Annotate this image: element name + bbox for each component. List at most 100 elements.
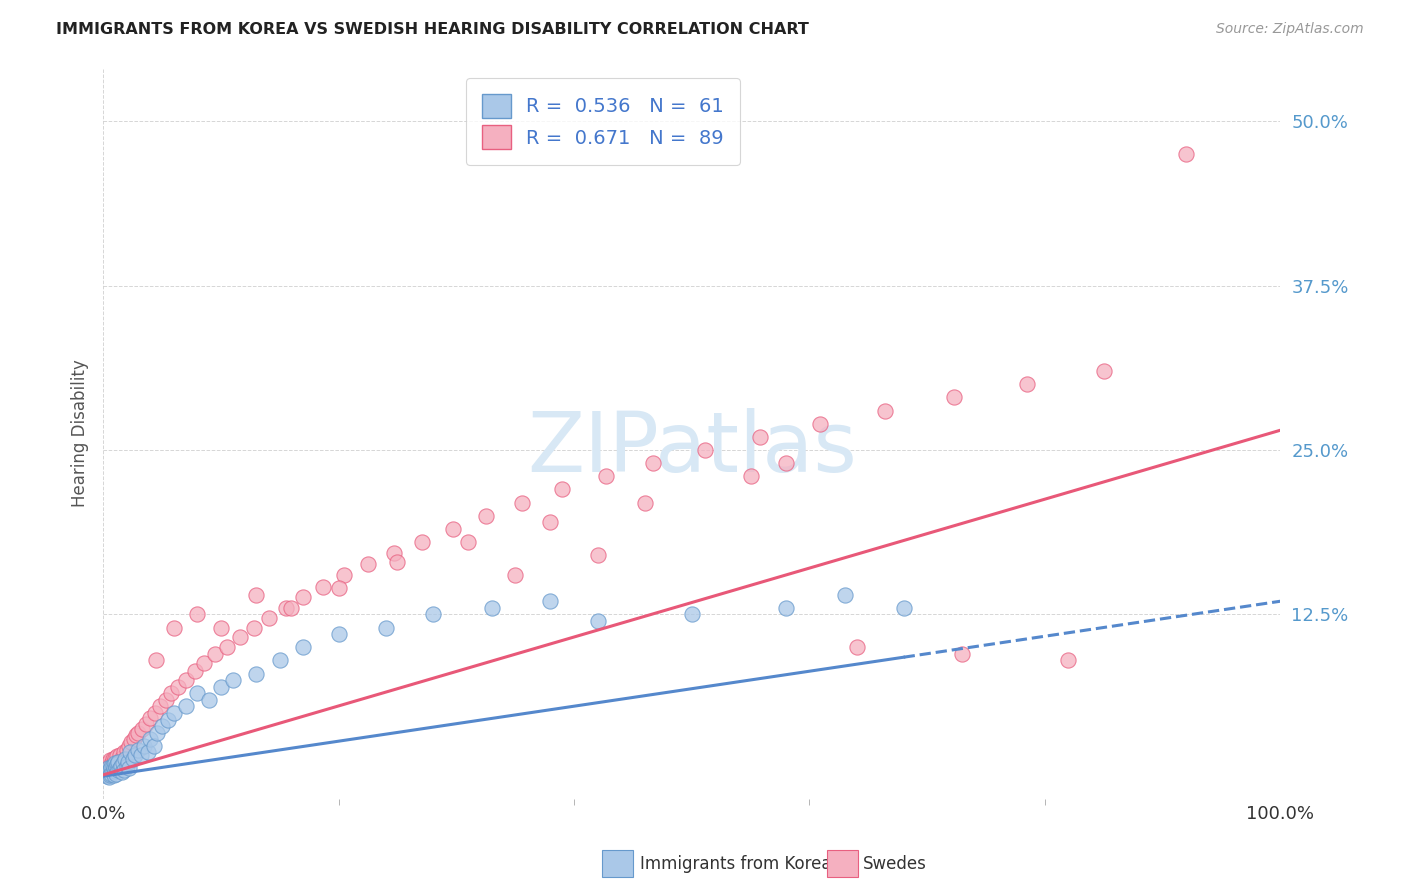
Point [127,743,149,757]
Point [98,766,121,780]
Point [163,706,186,720]
Point [104,756,127,770]
Point [105,756,128,770]
Point [103,768,125,782]
Point [101,758,124,772]
Point [98,768,121,782]
Point [280,600,302,615]
Point [136,746,159,760]
Point [422,607,444,622]
Point [595,469,617,483]
Point [245,666,267,681]
Text: Swedes: Swedes [863,855,927,873]
Point [118,739,141,753]
Point [98,753,121,767]
Point [808,417,831,431]
Point [122,732,145,747]
Point [96,768,118,782]
Point [107,755,129,769]
Point [120,746,142,760]
Point [943,390,966,404]
Point [357,558,380,572]
Text: Immigrants from Korea: Immigrants from Korea [640,855,831,873]
Point [105,749,128,764]
Point [740,469,762,483]
Text: IMMIGRANTS FROM KOREA VS SWEDISH HEARING DISABILITY CORRELATION CHART: IMMIGRANTS FROM KOREA VS SWEDISH HEARING… [56,22,808,37]
Point [333,568,356,582]
Point [209,621,232,635]
Text: ZIPatlas: ZIPatlas [527,408,856,489]
Point [481,600,503,615]
Point [101,765,124,780]
Point [112,753,135,767]
Point [97,765,120,780]
Point [156,713,179,727]
Point [111,765,134,780]
Point [633,495,655,509]
Point [143,706,166,720]
Point [540,594,562,608]
Point [115,743,138,757]
Point [107,755,129,769]
Point [105,757,128,772]
Point [292,640,315,655]
Point [775,600,797,615]
Point [1175,147,1198,161]
Point [97,761,120,775]
Point [100,757,122,772]
Point [112,756,135,770]
Point [167,680,190,694]
Point [174,673,197,688]
Point [97,756,120,770]
Point [245,588,267,602]
Point [228,630,250,644]
Point [139,732,162,747]
Point [834,588,856,602]
Point [328,581,350,595]
Point [114,752,136,766]
Point [97,768,120,782]
Point [186,607,208,622]
Point [129,748,152,763]
Point [105,766,128,780]
Point [204,647,226,661]
Point [775,456,797,470]
Point [121,752,143,766]
Text: Source: ZipAtlas.com: Source: ZipAtlas.com [1216,22,1364,37]
Point [134,716,156,731]
Point [215,640,238,655]
Point [103,761,125,775]
Point [292,591,315,605]
Point [503,568,526,582]
Point [104,751,127,765]
Point [749,430,772,444]
Point [374,621,396,635]
Point [474,508,496,523]
Point [105,758,128,772]
Point [110,757,132,772]
Point [112,763,135,777]
Point [1017,377,1039,392]
Point [98,764,121,778]
Point [94,764,117,778]
Point [103,765,125,780]
Point [1092,364,1115,378]
Point [134,739,156,753]
Point [174,699,197,714]
Point [96,758,118,772]
Point [198,693,221,707]
Point [155,693,177,707]
Point [104,764,127,778]
Point [139,711,162,725]
Point [328,627,350,641]
Point [257,611,280,625]
Point [540,516,562,530]
Point [681,607,703,622]
Point [184,664,207,678]
Point [457,535,479,549]
Point [124,748,146,763]
Point [411,535,433,549]
Point [1057,653,1080,667]
Point [893,600,915,615]
Point [115,758,138,772]
